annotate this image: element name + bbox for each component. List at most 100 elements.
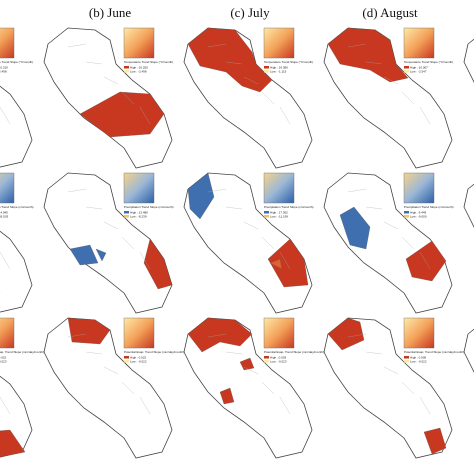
legend-high: High : 10.310 [0, 66, 8, 70]
legend-title: Temperature Trend Slope (°C/month) [264, 60, 313, 64]
district-line [67, 188, 87, 193]
district-line [121, 381, 135, 395]
map-outline [463, 38, 474, 83]
legend-high: High : 16.380 [270, 66, 288, 70]
legend-title: Precipitation Trend Slope (cm/month) [0, 205, 34, 209]
district-line [419, 106, 431, 125]
legend-low: Low : -0.022 [410, 360, 427, 364]
district-line [401, 236, 415, 250]
district-line [139, 251, 151, 270]
trend-region [69, 244, 99, 266]
map-outline [183, 317, 313, 459]
trend-region [327, 317, 365, 351]
district-line [261, 236, 275, 250]
legend-high: High : 0.005 [410, 356, 427, 360]
district-line [383, 366, 399, 375]
trend-region [327, 27, 409, 83]
legend-high: High : 0.022 [0, 356, 7, 360]
map-panel: Precipitation Trend Slope (cm/month) High… [0, 172, 34, 313]
district-line [347, 43, 367, 48]
legend-swatch [124, 211, 129, 214]
legend-high: High : 10.250 [130, 66, 148, 70]
legend-low: Low : -2.498 [0, 70, 7, 74]
map-panel: Temperature Trend Slope (°C/month) High :… [43, 27, 173, 169]
map-panel [463, 328, 474, 373]
district-line [0, 106, 11, 125]
legend-high: High : 0.022 [130, 356, 147, 360]
district-line [365, 351, 383, 355]
district-line [103, 221, 119, 230]
district-line [225, 61, 243, 65]
legend-title: Potential Evap. Trend Slope (mm/day/mont… [264, 350, 324, 354]
district-line [225, 351, 243, 355]
legend-low: Low : -9.000 [410, 215, 427, 219]
inset-map [263, 27, 295, 59]
legend-high: High : 14.945 [0, 211, 8, 215]
trend-region [269, 258, 283, 270]
trend-region [405, 240, 447, 282]
trend-region [267, 238, 309, 288]
legend-high: High : 10.007 [410, 66, 428, 70]
legend-low: Low : -26.503 [0, 215, 9, 219]
map-panel [463, 38, 474, 83]
district-line [261, 91, 275, 105]
district-line [67, 43, 87, 48]
legend-title: Potential Evap. Trend Slope (mm/day/mont… [124, 350, 184, 354]
map-panel: Potential Evap. Trend Slope (mm/day/mont… [183, 317, 324, 459]
legend-swatch [124, 66, 129, 69]
inset-map [0, 27, 15, 59]
district-line [279, 106, 291, 125]
map-outline [0, 230, 33, 313]
district-line [243, 221, 259, 230]
inset-map [263, 172, 295, 204]
legend-low: Low : -0.023 [270, 360, 287, 364]
district-line [0, 396, 11, 415]
legend-swatch [404, 70, 409, 73]
legend-swatch [404, 215, 409, 218]
trend-region [187, 27, 273, 93]
district-line [243, 366, 259, 375]
district-line [121, 236, 135, 250]
district-line [347, 188, 367, 193]
inset-map [263, 317, 295, 349]
legend-swatch [264, 211, 269, 214]
legend-swatch [404, 211, 409, 214]
district-line [207, 333, 227, 338]
trend-region [239, 357, 255, 371]
legend-swatch [264, 70, 269, 73]
legend-swatch [404, 356, 409, 359]
district-line [365, 206, 383, 210]
inset-map [123, 317, 155, 349]
legend-title: Potential Evap. Trend Slope (mm/day/mont… [0, 350, 44, 354]
district-line [419, 251, 431, 270]
district-line [0, 251, 11, 270]
panel-title: (b) June [89, 5, 131, 20]
panel-title: (c) July [230, 5, 270, 20]
trend-region [219, 387, 235, 405]
legend-swatch [264, 66, 269, 69]
district-line [85, 61, 103, 65]
map-outline [463, 183, 474, 228]
legend-low: Low : -0.022 [130, 360, 147, 364]
trend-region [187, 172, 215, 220]
map-outline [0, 85, 33, 168]
legend-swatch [124, 70, 129, 73]
district-line [207, 43, 227, 48]
legend-title: Potential Evap. Trend Slope (mm/day/mont… [404, 350, 464, 354]
inset-map [403, 27, 435, 59]
legend-title: Precipitation Trend Slope (cm/month) [404, 205, 454, 209]
district-line [243, 76, 259, 85]
district-line [67, 333, 87, 338]
map-panel [463, 183, 474, 228]
map-panel: Temperature Trend Slope (°C/month) High :… [0, 27, 33, 168]
trend-region [79, 91, 165, 138]
legend-swatch [404, 66, 409, 69]
legend-low: Low : -8.239 [130, 215, 147, 219]
map-panel: Precipitation Trend Slope (cm/month) High… [323, 172, 454, 314]
trend-region [67, 317, 111, 345]
district-line [139, 106, 151, 125]
trend-region [0, 429, 26, 458]
district-line [401, 91, 415, 105]
trend-region [143, 238, 173, 290]
legend-low: Low : -11.199 [270, 215, 288, 219]
